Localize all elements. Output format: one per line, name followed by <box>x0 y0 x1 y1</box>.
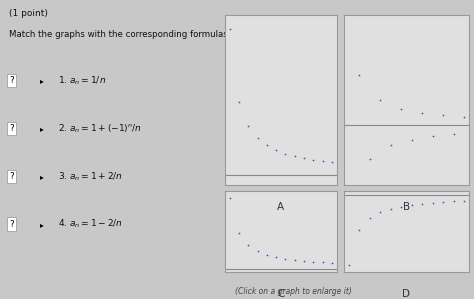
Text: ?: ? <box>9 124 14 133</box>
Text: ?: ? <box>9 76 14 85</box>
Point <box>397 106 405 111</box>
Text: (Click on a graph to enlarge it): (Click on a graph to enlarge it) <box>236 287 352 296</box>
Point <box>356 228 363 232</box>
Text: D: D <box>402 289 410 298</box>
Point <box>460 198 468 203</box>
Point <box>273 254 280 259</box>
Point <box>291 257 299 262</box>
Text: ▸: ▸ <box>40 76 44 85</box>
Text: ▸: ▸ <box>40 124 44 133</box>
Text: Match the graphs with the corresponding formulas.: Match the graphs with the corresponding … <box>9 30 230 39</box>
Point <box>254 249 262 254</box>
Point <box>245 243 252 248</box>
Point <box>376 210 384 215</box>
Point <box>387 207 394 211</box>
Point <box>345 263 353 268</box>
Point <box>387 143 394 148</box>
Point <box>460 115 468 119</box>
Point <box>366 216 374 221</box>
Point <box>408 137 416 142</box>
Point <box>366 156 374 161</box>
Point <box>419 201 426 206</box>
Point <box>254 136 262 141</box>
Point <box>439 113 447 118</box>
Point <box>300 156 308 161</box>
Point <box>408 202 416 207</box>
Point <box>450 132 457 137</box>
Point <box>310 259 317 264</box>
Text: 3. $a_n = 1 + 2/n$: 3. $a_n = 1 + 2/n$ <box>58 170 123 183</box>
Point <box>235 231 243 236</box>
Text: ▸: ▸ <box>40 220 44 229</box>
Point <box>450 199 457 204</box>
Text: 2. $a_n = 1 + (-1)^n/n$: 2. $a_n = 1 + (-1)^n/n$ <box>58 122 142 135</box>
Point <box>439 199 447 204</box>
Point <box>235 100 243 104</box>
Point <box>328 160 336 165</box>
Point <box>273 148 280 153</box>
Text: ▸: ▸ <box>40 172 44 181</box>
Point <box>328 260 336 265</box>
Point <box>245 124 252 129</box>
Point <box>319 260 327 265</box>
Point <box>319 159 327 164</box>
Text: 4. $a_n = 1 - 2/n$: 4. $a_n = 1 - 2/n$ <box>58 218 123 231</box>
Point <box>226 196 234 201</box>
Point <box>419 110 426 115</box>
Text: ?: ? <box>9 172 14 181</box>
Text: ?: ? <box>9 220 14 229</box>
Text: A: A <box>277 202 284 212</box>
Text: C: C <box>277 289 284 298</box>
Text: 1. $a_n = 1/n$: 1. $a_n = 1/n$ <box>58 74 106 87</box>
Point <box>356 73 363 77</box>
Point <box>282 151 289 156</box>
Point <box>310 158 317 162</box>
Point <box>429 200 437 205</box>
Point <box>291 154 299 159</box>
Point <box>226 27 234 32</box>
Point <box>263 252 271 257</box>
Point <box>429 134 437 139</box>
Point <box>376 98 384 103</box>
Point <box>345 223 353 228</box>
Point <box>263 143 271 148</box>
Text: B: B <box>403 202 410 212</box>
Point <box>282 256 289 261</box>
Point <box>397 204 405 209</box>
Point <box>300 258 308 263</box>
Text: (1 point): (1 point) <box>9 9 48 18</box>
